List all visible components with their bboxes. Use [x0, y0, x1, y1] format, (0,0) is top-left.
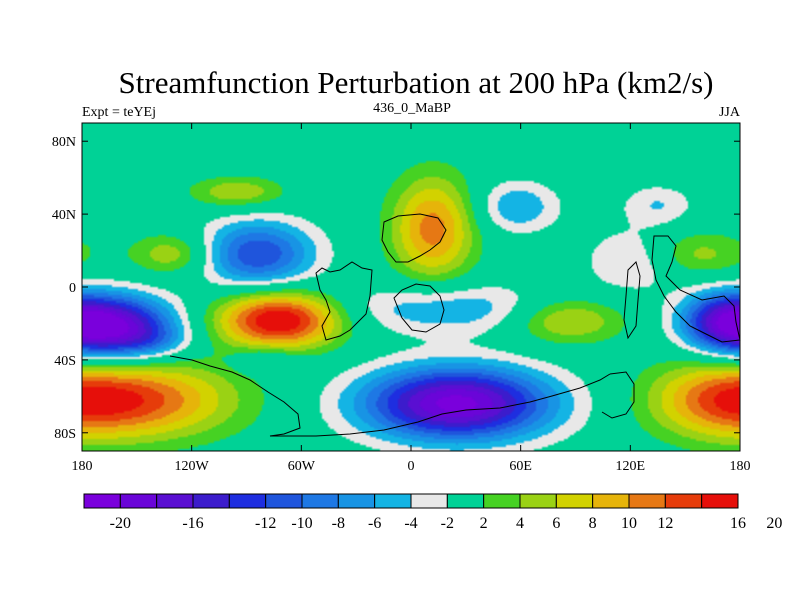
y-tick-label: 80N: [52, 135, 76, 150]
colorbar-swatch: [301, 493, 339, 509]
colorbar-swatch: [519, 493, 557, 509]
x-tick-label: 120E: [616, 459, 646, 474]
colorbar-swatch: [337, 493, 376, 509]
colorbar: -20 -16 -12 -10 -8 -6 -4 -2 2 4 6 8 10 12 16 20: [83, 493, 782, 532]
x-tick-label: 180: [72, 459, 93, 474]
colorbar-swatch: [664, 493, 703, 509]
subtitle-center: 436_0_MaBP: [373, 101, 451, 116]
subtitle-left: Expt = teYEj: [82, 105, 156, 120]
colorbar-label: 2: [480, 515, 488, 532]
chart-title: Streamfunction Perturbation at 200 hPa (…: [119, 65, 714, 100]
colorbar-label: -12: [255, 515, 276, 532]
coastline-australia: [651, 235, 741, 343]
y-axis: 80N 40N 0 40S 80S: [52, 135, 740, 442]
x-tick-label: 180: [730, 459, 751, 474]
x-axis: 180 120W 60W 0 60E 120E 180: [72, 123, 751, 474]
coastline-south-america: [315, 261, 373, 341]
colorbar-swatch: [156, 493, 194, 509]
y-tick-label: 40N: [52, 208, 76, 223]
colorbar-label: 4: [516, 515, 524, 532]
colorbar-label: -6: [368, 515, 381, 532]
colorbar-label: 6: [552, 515, 560, 532]
colorbar-swatch: [592, 493, 630, 509]
y-tick-label: 0: [69, 281, 76, 296]
colorbar-swatch: [483, 493, 521, 509]
colorbar-label: 16: [730, 515, 746, 532]
plot-area: [81, 122, 741, 452]
coastline-antarctica-east: [601, 371, 635, 419]
colorbar-label: -4: [404, 515, 417, 532]
colorbar-swatch: [119, 493, 158, 509]
subtitle-right: JJA: [719, 105, 741, 120]
coastline-overlay: [169, 213, 741, 437]
coastline-africa-west: [393, 283, 445, 333]
coastline-greenland: [381, 213, 447, 263]
coastline-antarctica-west: [169, 355, 611, 437]
colorbar-label: 12: [657, 515, 673, 532]
colorbar-swatch: [555, 493, 594, 509]
colorbar-label: -16: [182, 515, 203, 532]
colorbar-swatch: [410, 493, 448, 509]
colorbar-label: 20: [766, 515, 782, 532]
colorbar-swatch: [374, 493, 412, 509]
colorbar-swatch: [701, 493, 739, 509]
colorbar-label: -10: [291, 515, 312, 532]
colorbar-label: 10: [621, 515, 637, 532]
y-tick-label: 80S: [54, 427, 76, 442]
y-tick-label: 40S: [54, 354, 76, 369]
colorbar-swatch: [192, 493, 230, 509]
colorbar-label: 8: [589, 515, 597, 532]
x-tick-label: 60E: [509, 459, 532, 474]
colorbar-swatch: [265, 493, 303, 509]
colorbar-label: -8: [332, 515, 345, 532]
x-tick-label: 120W: [175, 459, 210, 474]
colorbar-swatch: [446, 493, 485, 509]
streamfunction-field: [82, 123, 740, 451]
colorbar-label: -20: [110, 515, 131, 532]
x-tick-label: 0: [408, 459, 415, 474]
colorbar-swatch: [628, 493, 666, 509]
coastline-asia-east: [623, 261, 641, 340]
colorbar-swatch: [83, 493, 121, 509]
colorbar-swatch: [228, 493, 267, 509]
x-tick-label: 60W: [288, 459, 316, 474]
colorbar-label: -2: [441, 515, 454, 532]
